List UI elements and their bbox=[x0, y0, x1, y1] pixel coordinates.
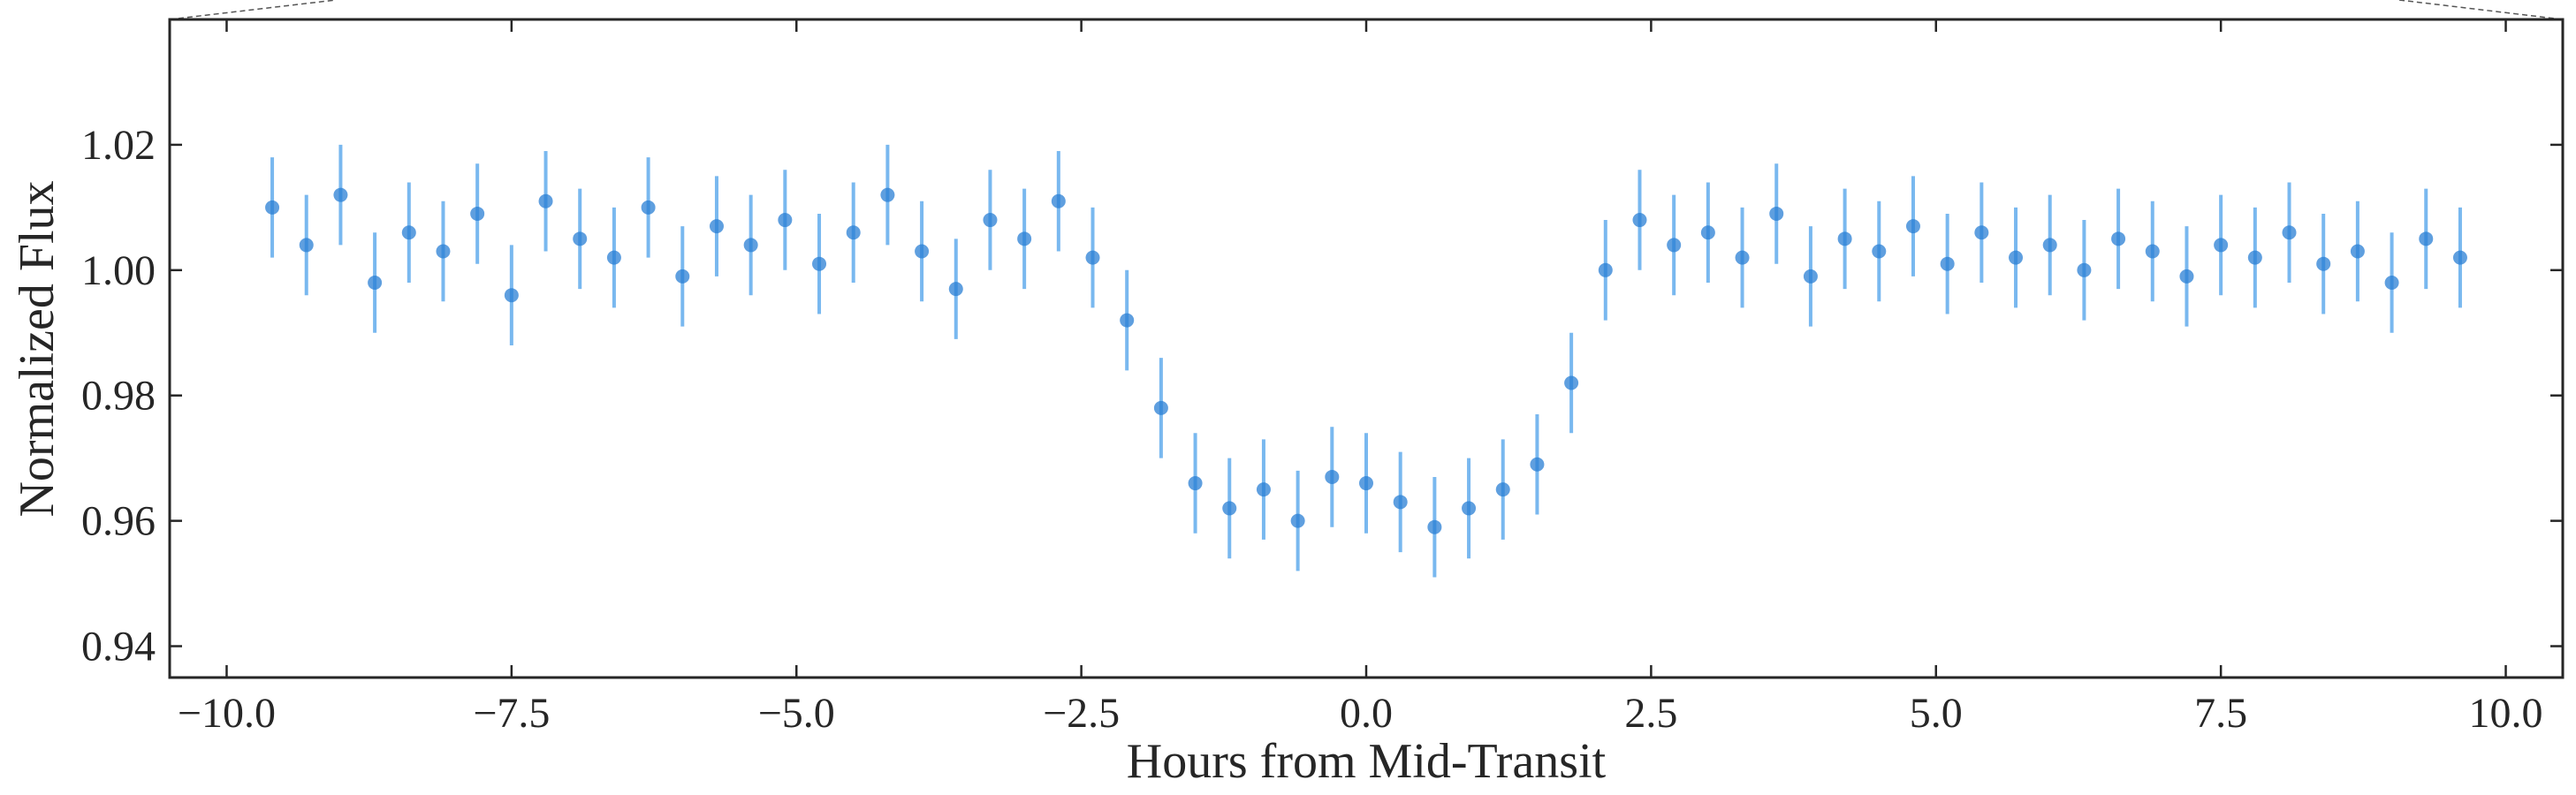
data-point bbox=[2179, 269, 2194, 284]
data-point bbox=[1120, 313, 1135, 328]
data-point bbox=[1667, 238, 1682, 253]
data-point bbox=[436, 244, 451, 259]
data-point bbox=[1974, 225, 1989, 240]
data-point bbox=[2247, 250, 2262, 265]
data-point bbox=[1222, 501, 1237, 516]
data-point bbox=[709, 219, 724, 234]
data-point bbox=[1085, 250, 1100, 265]
data-point bbox=[1700, 225, 1715, 240]
data-point bbox=[2042, 238, 2057, 253]
y-axis-ticks: 0.94 0.96 0.98 1.00 1.02 bbox=[81, 122, 2563, 670]
plot-frame bbox=[168, 18, 2565, 679]
data-point bbox=[1530, 457, 1545, 472]
data-point bbox=[401, 225, 416, 240]
data-point bbox=[2350, 244, 2365, 259]
x-tick-label: 7.5 bbox=[2194, 690, 2247, 737]
data-point bbox=[368, 276, 383, 290]
data-point bbox=[504, 288, 519, 303]
data-point bbox=[1462, 501, 1477, 516]
x-tick-label: −10.0 bbox=[178, 690, 276, 737]
data-point bbox=[1153, 400, 1168, 415]
zoom-connector-right bbox=[2398, 0, 2564, 20]
y-tick-label: 1.00 bbox=[81, 247, 156, 294]
data-point bbox=[1803, 269, 1818, 284]
data-point bbox=[265, 200, 280, 215]
data-point bbox=[743, 238, 758, 253]
data-point bbox=[812, 256, 827, 271]
data-point bbox=[1769, 206, 1784, 221]
x-tick-label: −5.0 bbox=[758, 690, 835, 737]
data-point bbox=[1393, 495, 1408, 510]
data-point bbox=[333, 187, 348, 202]
data-point bbox=[915, 244, 930, 259]
x-axis-ticks: −10.0 −7.5 −5.0 −2.5 0.0 2.5 5.0 7.5 10.0 bbox=[178, 19, 2543, 737]
data-point bbox=[606, 250, 621, 265]
data-point bbox=[299, 238, 314, 253]
data-point bbox=[1905, 219, 1920, 234]
data-point bbox=[573, 231, 588, 246]
data-point bbox=[1735, 250, 1750, 265]
data-point bbox=[1290, 513, 1305, 528]
data-point bbox=[2111, 231, 2126, 246]
data-point bbox=[675, 269, 690, 284]
y-tick-label: 0.98 bbox=[81, 373, 156, 420]
x-tick-label: 0.0 bbox=[1340, 690, 1393, 737]
y-tick-label: 0.94 bbox=[81, 624, 156, 670]
data-point bbox=[2384, 276, 2399, 290]
data-point bbox=[538, 193, 553, 208]
data-point bbox=[2009, 250, 2024, 265]
data-point bbox=[948, 282, 963, 297]
data-point bbox=[846, 225, 861, 240]
x-tick-label: 2.5 bbox=[1624, 690, 1677, 737]
y-tick-label: 0.96 bbox=[81, 498, 156, 545]
data-point bbox=[1017, 231, 1032, 246]
data-point bbox=[880, 187, 895, 202]
data-point bbox=[2145, 244, 2160, 259]
data-point bbox=[2452, 250, 2467, 265]
x-tick-label: 10.0 bbox=[2469, 690, 2543, 737]
data-point bbox=[1632, 213, 1647, 228]
data-point bbox=[983, 213, 998, 228]
data-point bbox=[1564, 375, 1579, 390]
data-point bbox=[470, 206, 485, 221]
x-tick-label: 5.0 bbox=[1910, 690, 1963, 737]
y-tick-label: 1.02 bbox=[81, 122, 156, 169]
data-point bbox=[778, 213, 793, 228]
data-point bbox=[641, 200, 656, 215]
data-point bbox=[1495, 482, 1510, 497]
data-point bbox=[1872, 244, 1887, 259]
x-axis-title: Hours from Mid-Transit bbox=[1127, 734, 1607, 789]
data-point bbox=[2214, 238, 2229, 253]
error-bars bbox=[270, 144, 2462, 578]
data-point bbox=[1188, 476, 1203, 491]
data-point bbox=[1325, 469, 1340, 484]
x-tick-label: −7.5 bbox=[473, 690, 550, 737]
data-point bbox=[1051, 193, 1066, 208]
data-point bbox=[2282, 225, 2297, 240]
data-point bbox=[2077, 262, 2092, 277]
data-point bbox=[1837, 231, 1852, 246]
data-point bbox=[1359, 476, 1373, 491]
zoom-connector-left bbox=[169, 0, 337, 20]
data-point bbox=[1598, 262, 1613, 277]
data-point bbox=[2316, 256, 2331, 271]
data-point bbox=[1940, 256, 1955, 271]
data-point bbox=[1256, 482, 1271, 497]
x-tick-label: −2.5 bbox=[1043, 690, 1120, 737]
y-axis-title: Normalized Flux bbox=[10, 180, 65, 517]
data-point bbox=[2419, 231, 2434, 246]
data-points bbox=[265, 187, 2467, 534]
data-point bbox=[1427, 519, 1442, 534]
